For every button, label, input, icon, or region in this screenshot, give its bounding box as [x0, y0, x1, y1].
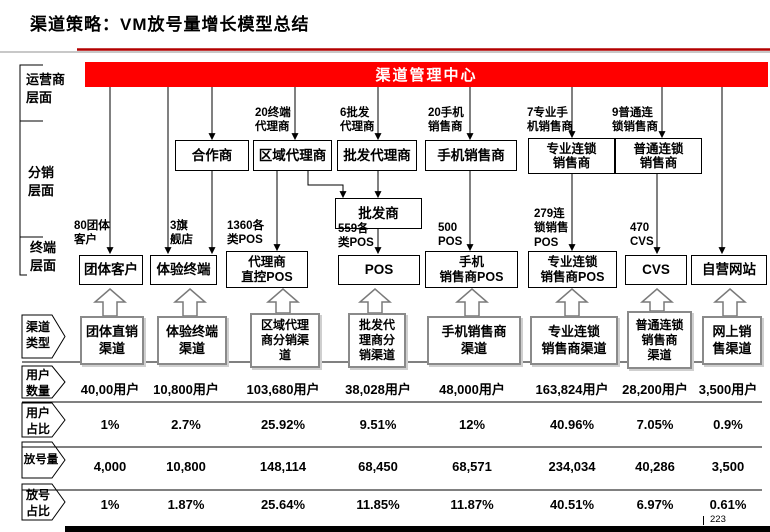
value-volshare-col6: 40.51% — [549, 497, 595, 512]
level-label-distribution: 分销 层面 — [28, 165, 55, 198]
row-label-user-count: 用户 数量 — [25, 368, 50, 398]
note-cvs-count: 470 CVS — [630, 222, 654, 249]
value-volume-col4: 68,450 — [358, 459, 398, 474]
channel-regional-agent: 区域代理 商分销渠 道 — [250, 313, 320, 368]
box-cooperator: 合作商 — [175, 140, 249, 171]
box-pro-chain-pos: 专业连锁 销售商POS — [528, 251, 617, 288]
value-users-col6: 163,824用户 — [535, 382, 609, 397]
note-agent-pos-count: 1360各 类POS — [227, 220, 265, 247]
value-users-col8: 3,500用户 — [698, 382, 758, 397]
value-usershare-col6: 40.96% — [549, 417, 595, 432]
channel-management-center-banner: 渠道管理中心 — [85, 62, 768, 87]
value-usershare-col1: 1% — [100, 417, 120, 432]
level-label-terminal: 终端 层面 — [30, 240, 57, 273]
value-users-col7: 28,200用户 — [622, 382, 688, 397]
channel-group-direct: 团体直销 渠道 — [80, 316, 144, 365]
box-agent-controlled-pos: 代理商 直控POS — [226, 251, 308, 288]
value-volshare-col3: 25.64% — [260, 497, 306, 512]
note-regional-agent-count: 20终端 代理商 — [255, 107, 291, 134]
value-volshare-col5: 11.87% — [450, 497, 494, 512]
row-label-channel-type: 渠道 类型 — [25, 320, 50, 350]
box-cvs: CVS — [625, 255, 687, 285]
box-wholesale-agent: 批发代理商 — [337, 140, 417, 171]
value-volume-col8: 3,500 — [711, 459, 745, 474]
box-pro-chain-seller: 专业连锁 销售商 — [528, 138, 615, 174]
box-group-customer: 团体客户 — [79, 255, 143, 285]
box-experience-terminal: 体验终端 — [150, 255, 217, 285]
value-usershare-col8: 0.9% — [713, 417, 743, 432]
box-pos: POS — [338, 255, 420, 285]
channel-phone-seller: 手机销售商 渠道 — [427, 316, 521, 365]
channel-online-sales: 网上销 售渠道 — [702, 316, 762, 365]
value-usershare-col4: 9.51% — [359, 417, 397, 432]
note-flagship-count: 3旗 舰店 — [170, 220, 193, 247]
value-volume-col5: 68,571 — [452, 459, 492, 474]
value-users-col5: 48,000用户 — [439, 382, 505, 397]
value-usershare-col2: 2.7% — [171, 417, 201, 432]
note-phone-seller-count: 20手机 销售商 — [428, 107, 464, 134]
value-usershare-col3: 25.92% — [260, 417, 306, 432]
value-usershare-col7: 7.05% — [636, 417, 674, 432]
value-volume-col1: 4,000 — [93, 459, 127, 474]
box-regional-agent: 区域代理商 — [253, 140, 332, 171]
value-users-col2: 10,800用户 — [153, 382, 219, 397]
channel-experience-terminal: 体验终端 渠道 — [157, 316, 227, 365]
slide-title: 渠道策略：VM放号量增长模型总结 — [30, 15, 310, 34]
row-label-release-volume: 放号量 — [23, 454, 59, 466]
box-phone-seller-pos: 手机 销售商POS — [425, 251, 518, 288]
level-label-operator: 运营商 层面 — [26, 72, 66, 105]
page-number: 223 — [710, 514, 726, 525]
bottom-bar — [65, 526, 770, 532]
value-users-col1: 40,00用户 — [80, 382, 140, 397]
note-wholesale-agent-count: 6批发 代理商 — [340, 107, 375, 134]
value-volshare-col2: 1.87% — [167, 497, 205, 512]
value-volume-col2: 10,800 — [166, 459, 206, 474]
note-group-customer-count: 80团体 客户 — [74, 220, 110, 247]
box-wholesaler: 批发商 — [335, 198, 422, 229]
value-volume-col6: 234,034 — [548, 459, 596, 474]
channel-common-chain: 普通连锁 销售商 渠道 — [627, 311, 692, 369]
note-phone-pos-count: 500 POS — [438, 222, 463, 249]
value-volume-col3: 148,114 — [259, 459, 307, 474]
value-volshare-col7: 6.97% — [636, 497, 674, 512]
note-chain-pos-count: 279连 锁销售 POS — [534, 208, 569, 249]
box-own-website: 自营网站 — [691, 255, 767, 285]
value-volshare-col8: 0.61% — [709, 497, 747, 512]
value-volshare-col4: 11.85% — [356, 497, 400, 512]
page-number-divider — [703, 516, 704, 525]
value-users-col3: 103,680用户 — [246, 382, 320, 397]
note-common-chain-count: 9普通连 锁销售商 — [612, 107, 658, 134]
box-phone-seller: 手机销售商 — [425, 140, 517, 171]
value-volume-col7: 40,286 — [635, 459, 675, 474]
value-users-col4: 38,028用户 — [345, 382, 411, 397]
note-pos-count: 559各 类POS — [338, 223, 374, 250]
row-label-release-share: 放号 占比 — [25, 488, 50, 518]
value-volshare-col1: 1% — [100, 497, 120, 512]
value-usershare-col5: 12% — [458, 417, 486, 432]
box-common-chain-seller: 普通连锁 销售商 — [615, 138, 702, 174]
channel-pro-chain: 专业连锁 销售商渠道 — [530, 316, 618, 365]
channel-wholesale-agent: 批发代 理商分 销渠道 — [348, 313, 406, 368]
note-pro-chain-count: 7专业手 机销售商 — [527, 107, 573, 134]
row-label-user-share: 用户 占比 — [25, 406, 50, 436]
